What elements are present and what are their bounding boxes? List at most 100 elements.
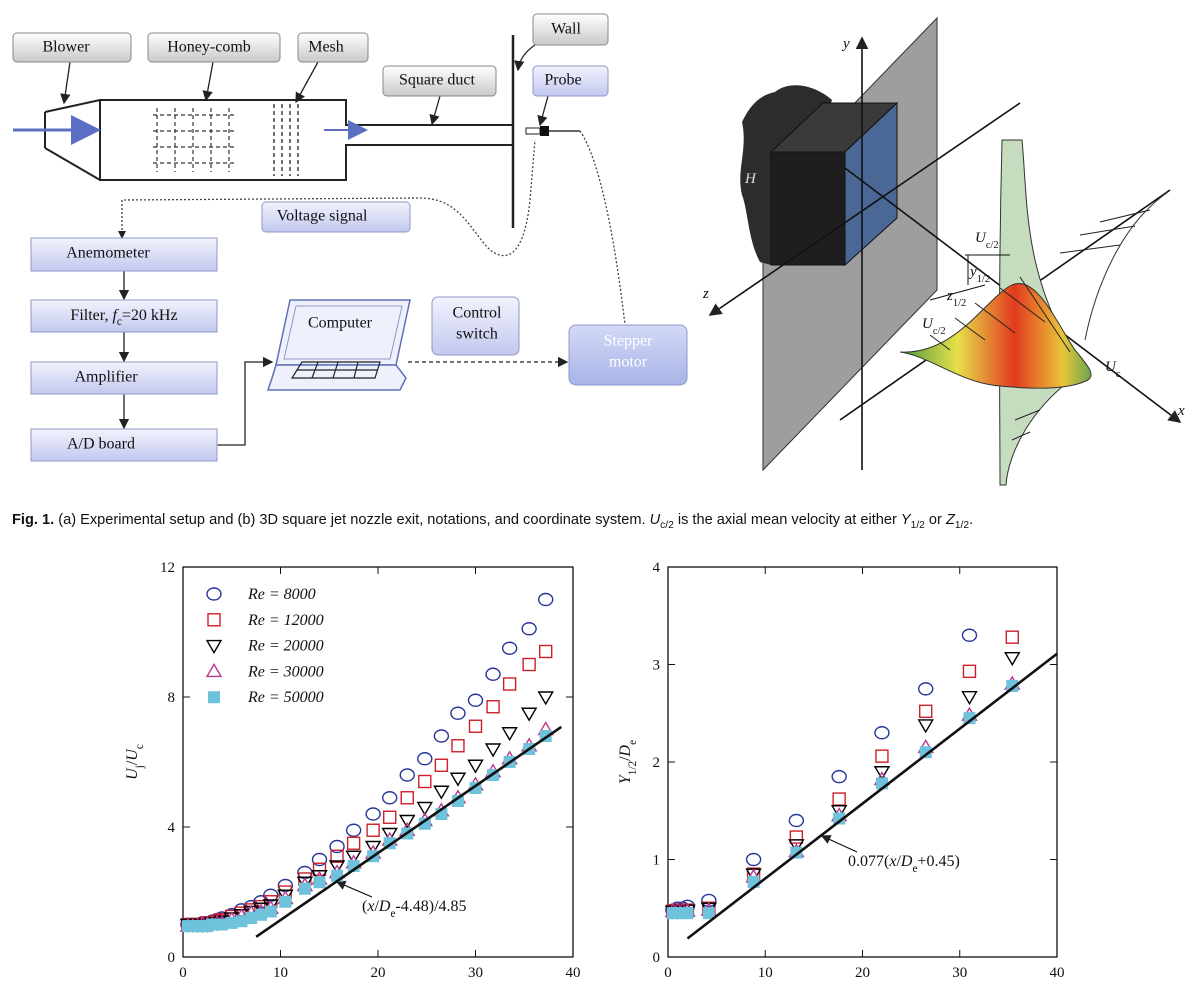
marker xyxy=(279,895,292,908)
annotation-arrow xyxy=(820,835,858,853)
y12-label: y1/2 xyxy=(968,264,990,285)
setup-diagram: Blower Honey-comb Mesh Square duct Wall … xyxy=(12,13,688,462)
stepper-motor-label: Stepper xyxy=(604,333,654,350)
marker xyxy=(486,700,500,714)
text-part: z xyxy=(946,288,953,304)
text-part: x xyxy=(366,898,374,915)
marker xyxy=(216,918,228,931)
text-part: / xyxy=(124,760,141,765)
marker xyxy=(207,613,221,627)
dimension-lines xyxy=(929,254,1010,301)
marker xyxy=(416,801,434,816)
uc-label: Uc xyxy=(1105,359,1121,380)
text-part: e xyxy=(390,908,395,920)
marker xyxy=(434,758,449,772)
h-label: H xyxy=(744,171,757,187)
voltage-signal-label: Voltage signal xyxy=(277,208,368,225)
label-box xyxy=(297,32,369,63)
marker xyxy=(963,712,976,725)
anemometer-label: Anemometer xyxy=(66,245,150,262)
marker xyxy=(365,807,381,821)
marker xyxy=(520,707,538,722)
text-part: U xyxy=(124,767,141,780)
label-box xyxy=(12,32,132,63)
text-part: 1/2 xyxy=(977,274,990,285)
marker xyxy=(501,641,518,655)
text-part: U xyxy=(975,230,987,246)
marker xyxy=(537,691,554,706)
marker xyxy=(467,693,484,707)
text-part: c xyxy=(1116,369,1121,380)
blower-label: Blower xyxy=(42,39,90,56)
marker xyxy=(702,907,715,920)
label-box xyxy=(30,299,218,333)
marker xyxy=(468,719,483,733)
marker xyxy=(381,827,398,842)
text-part: or xyxy=(925,512,946,528)
text-part: Filter, xyxy=(70,307,112,324)
marker xyxy=(382,791,398,805)
filter-label: Filter, fc=20 kHz xyxy=(70,307,177,328)
marker xyxy=(345,823,362,837)
square-duct-label: Square duct xyxy=(399,72,476,89)
marker xyxy=(245,912,258,924)
probe-head xyxy=(540,126,549,136)
text-part: U xyxy=(650,512,661,528)
legend-label: Re = 8000 xyxy=(247,586,316,603)
legend-label: Re = 20000 xyxy=(247,638,324,655)
x-axis-label: x xyxy=(1177,403,1185,419)
laptop-keyboard xyxy=(290,361,381,379)
marker xyxy=(329,839,345,854)
text-part: Y xyxy=(617,773,634,784)
marker xyxy=(788,839,805,854)
marker xyxy=(745,852,762,867)
legend-label: Re = 30000 xyxy=(247,663,324,680)
y-tick-label: 0 xyxy=(653,950,661,966)
marker xyxy=(961,690,978,706)
marker xyxy=(225,916,238,929)
annotation-arrow xyxy=(335,880,373,898)
ad-board-label: A/D board xyxy=(67,436,135,453)
marker xyxy=(383,810,397,824)
marker xyxy=(312,862,327,876)
marker xyxy=(298,882,311,895)
marker xyxy=(919,746,932,759)
legend-label: Re = 50000 xyxy=(247,689,324,706)
y-axis-label: Y1/2/De xyxy=(617,740,639,784)
marker xyxy=(501,727,518,742)
label-box xyxy=(532,65,609,97)
label-box xyxy=(568,324,688,386)
text-part: c xyxy=(134,744,146,749)
y-tick-label: 3 xyxy=(653,658,661,674)
marker xyxy=(832,792,846,806)
text-part: c xyxy=(117,316,122,328)
marker xyxy=(433,729,450,743)
marker xyxy=(1004,651,1021,667)
x-tick-label: 40 xyxy=(1050,965,1065,981)
text-part: U xyxy=(922,316,934,332)
y-tick-label: 12 xyxy=(160,560,175,576)
text-part: 1/2 xyxy=(911,520,926,531)
marker xyxy=(831,769,847,784)
marker xyxy=(917,719,934,734)
text-part: / xyxy=(896,853,901,870)
marker xyxy=(538,592,554,607)
marker xyxy=(366,823,380,837)
fit-line xyxy=(686,652,1058,940)
marker xyxy=(467,759,484,774)
y-axis-label: Uj/Uc xyxy=(124,744,146,780)
label-box xyxy=(431,296,520,356)
label-box xyxy=(261,201,411,233)
tunnel-outline xyxy=(44,99,513,181)
mesh-lines xyxy=(273,104,299,176)
marker xyxy=(701,893,717,908)
mesh-label: Mesh xyxy=(308,39,344,56)
computer-label: Computer xyxy=(308,315,373,332)
x-tick-label: 0 xyxy=(664,965,672,981)
text-part: Y xyxy=(901,512,912,528)
marker xyxy=(418,774,432,789)
marker xyxy=(449,772,467,787)
marker xyxy=(328,860,346,875)
uc2-label: Uc/2 xyxy=(922,316,946,337)
marker xyxy=(345,850,362,865)
